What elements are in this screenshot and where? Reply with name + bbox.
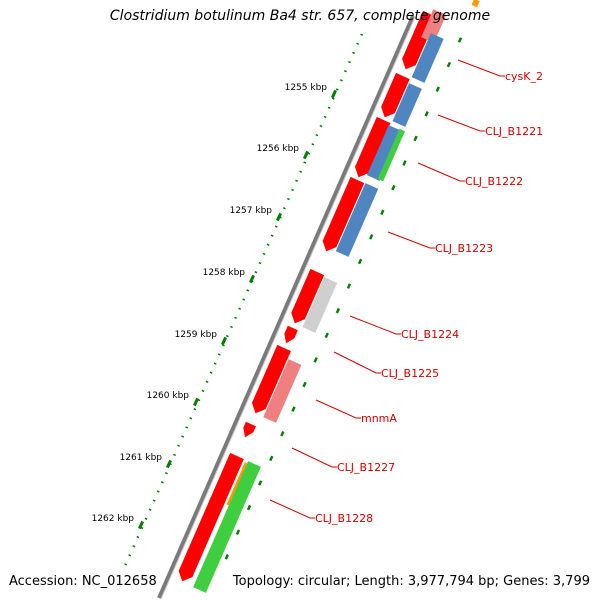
leader-line [291,447,337,468]
track-tick [457,37,463,43]
track-tick [335,307,341,314]
gene-label: CLJ_B1223 [435,242,493,255]
gene-label: CLJ_B1221 [485,125,543,138]
track-tick [302,381,307,388]
scale-tick [220,336,228,346]
leader-line [349,315,401,335]
cds-feature [243,421,256,438]
track-tick [346,283,352,289]
gene-feature [411,33,444,83]
cds-feature [178,496,225,582]
gene-feature [366,125,402,181]
scale-tick-label: 1256 kbp [257,144,300,154]
scale-tick [330,89,338,99]
gene-label: CLJ_B1222 [465,175,523,188]
track-tick [369,234,374,240]
track-tick [246,504,252,511]
track-tick [257,480,263,486]
gene-label: cysK_2 [505,70,543,83]
gene-feature [193,461,261,593]
scale-tick [248,274,256,284]
scale-tick-label: 1257 kbp [230,206,273,216]
cds-feature [251,344,291,414]
scale-tick-label: 1259 kbp [175,330,218,340]
scale-tick-label: 1261 kbp [120,453,163,463]
track-tick [435,86,440,93]
scale-tick [165,459,173,469]
gene-feature [377,128,405,182]
gene-feature [335,183,379,257]
scale-tick-label: 1255 kbp [285,83,328,93]
backbone [157,15,415,599]
gene-label: mnmA [361,412,397,425]
gene-label: CLJ_B1224 [401,328,459,341]
track-tick [380,209,385,216]
track-tick [313,357,318,363]
scale-tick [192,397,200,407]
track-tick [402,160,407,166]
gene-feature [392,83,422,127]
cds-feature [381,72,410,118]
track-tick [224,554,230,560]
topology-text: Topology: circular; Length: 3,977,794 bp… [232,574,590,589]
gene-feature [302,277,338,333]
cds-feature [354,116,391,178]
scale-tick-label: 1260 kbp [147,391,190,401]
scale-tick-label: 1262 kbp [92,514,135,524]
scale-tick [275,212,283,222]
track-tick [291,406,296,412]
track-tick [235,529,241,536]
cds-feature [291,268,325,324]
track-tick [413,135,418,142]
leader-line [417,162,465,182]
leader-line [457,59,505,77]
gene-feature [471,0,480,8]
scale-tick [302,150,310,160]
track-tick [269,455,274,462]
scale-tick [137,520,145,530]
track-tick [424,111,429,117]
accession-text: Accession: NC_012658 [9,574,157,589]
backbone-inner-shade [160,16,416,600]
leader-line [387,231,435,249]
gene-feature [263,359,302,423]
gene-feature [421,9,447,43]
track-tick [280,430,285,437]
genome-title: Clostridium botulinum Ba4 str. 657, comp… [109,8,491,24]
cds-feature [209,452,244,512]
track-tick [357,258,363,265]
leader-line [333,351,381,374]
leader-line [437,114,485,132]
leader-line [269,499,315,519]
leader-line [315,399,361,419]
gene-label: CLJ_B1227 [337,461,395,474]
scale-tick-label: 1258 kbp [203,268,246,278]
track-tick [446,61,452,68]
cds-feature [322,176,365,252]
track-tick [324,332,329,339]
track-tick [391,184,396,191]
gene-label: CLJ_B1225 [381,367,439,380]
scale-circle [123,33,364,567]
gene-label: CLJ_B1228 [315,512,373,525]
cds-feature [284,325,298,344]
